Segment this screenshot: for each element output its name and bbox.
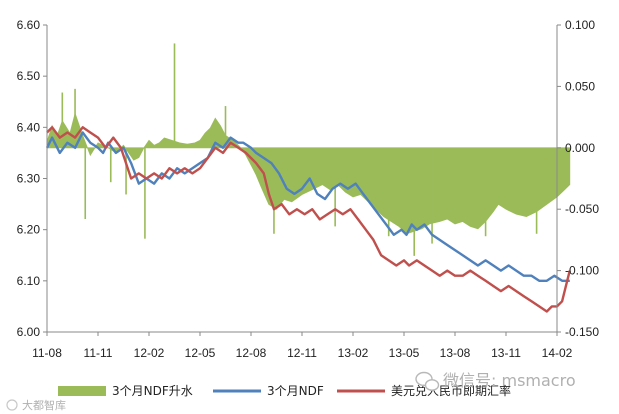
x-tick-label: 14-02 — [542, 346, 573, 360]
right-tick-label: 0.100 — [565, 18, 595, 32]
x-tick-label: 12-05 — [185, 346, 216, 360]
watermark-left: 大都智库 — [6, 398, 66, 412]
right-tick-label: 0.050 — [565, 79, 595, 93]
series-line-ndf — [45, 131, 570, 282]
x-axis: 11-08 11-11 12-02 12-05 12-08 12-11 13-02 13-05… — [32, 331, 573, 360]
right-tick-label: -0.050 — [565, 202, 599, 216]
right-axis: 0.100 0.050 0.000 -0.050 -0.100 -0.150 — [556, 18, 599, 339]
left-tick-label: 6.40 — [17, 120, 41, 134]
x-tick-label: 11-08 — [32, 346, 62, 360]
right-tick-label: -0.150 — [565, 325, 599, 339]
legend-swatch-premium — [58, 386, 106, 396]
x-tick-label: 13-02 — [338, 346, 369, 360]
wechat-icon — [415, 371, 440, 391]
left-tick-label: 6.50 — [17, 69, 41, 83]
legend-label-spot: 美元兑人民币即期汇率 — [391, 383, 511, 398]
x-tick-label: 12-02 — [134, 346, 165, 360]
left-tick-label: 6.10 — [17, 274, 41, 288]
plot-area — [45, 43, 571, 313]
legend-item-spot: 美元兑人民币即期汇率 — [337, 383, 511, 398]
x-tick-label: 13-11 — [491, 346, 521, 360]
legend-item-ndf: 3个月NDF — [213, 384, 324, 398]
left-tick-label: 6.60 — [17, 18, 41, 32]
watermark-right-text: 微信号: msmacro — [443, 371, 576, 390]
x-tick-label: 12-08 — [236, 346, 267, 360]
legend-label-ndf: 3个月NDF — [267, 384, 324, 398]
series-line-spot — [46, 126, 571, 313]
watermark-right: 微信号: msmacro — [415, 371, 576, 391]
x-tick-label: 13-08 — [440, 346, 471, 360]
x-tick-label: 11-11 — [84, 346, 113, 360]
legend: 3个月NDF升水 3个月NDF 美元兑人民币即期汇率 — [58, 383, 511, 398]
left-tick-label: 6.20 — [17, 223, 41, 237]
left-tick-label: 6.30 — [17, 172, 41, 186]
left-tick-label: 6.00 — [17, 325, 41, 339]
watermark-left-text: 大都智库 — [22, 398, 66, 412]
x-tick-label: 13-05 — [389, 346, 420, 360]
right-tick-label: -0.100 — [565, 264, 599, 278]
left-axis: 6.00 6.10 6.20 6.30 6.40 6.50 6.60 — [17, 18, 48, 339]
x-tick-label: 12-11 — [287, 346, 317, 360]
legend-label-premium: 3个月NDF升水 — [112, 384, 193, 398]
watermark-logo-icon — [6, 399, 18, 411]
legend-item-premium: 3个月NDF升水 — [58, 384, 193, 398]
right-tick-label: 0.000 — [565, 141, 595, 155]
